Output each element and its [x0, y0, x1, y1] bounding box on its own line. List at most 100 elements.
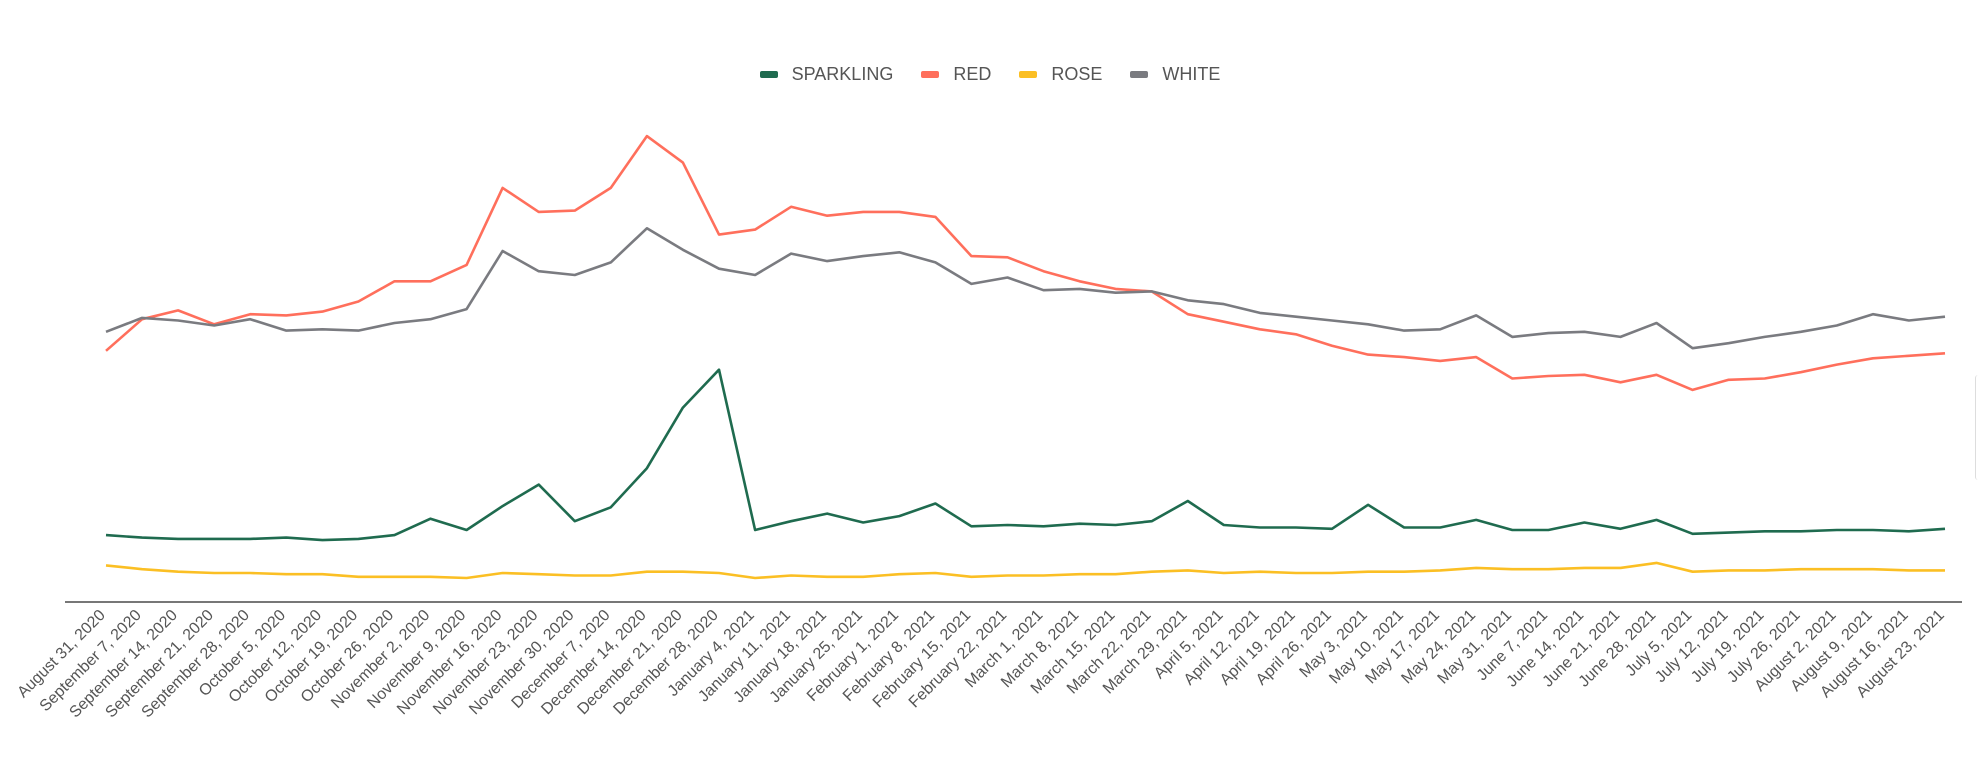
- data-point-sparkling[interactable]: [1654, 517, 1660, 523]
- data-point-sparkling[interactable]: [824, 511, 830, 517]
- scroll-edge[interactable]: [1975, 375, 1980, 480]
- data-point-white[interactable]: [968, 281, 974, 287]
- data-point-white[interactable]: [680, 247, 686, 253]
- data-point-red[interactable]: [1257, 326, 1263, 332]
- data-point-rose[interactable]: [1113, 571, 1119, 577]
- data-point-red[interactable]: [464, 262, 470, 268]
- data-point-sparkling[interactable]: [572, 518, 578, 524]
- data-point-rose[interactable]: [1004, 572, 1010, 578]
- data-point-sparkling[interactable]: [536, 482, 542, 488]
- data-point-white[interactable]: [824, 258, 830, 264]
- data-point-rose[interactable]: [1762, 567, 1768, 573]
- data-point-red[interactable]: [355, 299, 361, 305]
- data-point-white[interactable]: [355, 328, 361, 334]
- data-point-sparkling[interactable]: [1762, 528, 1768, 534]
- data-point-rose[interactable]: [1365, 569, 1371, 575]
- data-point-red[interactable]: [319, 309, 325, 315]
- data-point-rose[interactable]: [1149, 569, 1155, 575]
- data-point-sparkling[interactable]: [1257, 525, 1263, 531]
- data-point-rose[interactable]: [103, 562, 109, 568]
- data-point-red[interactable]: [1004, 254, 1010, 260]
- data-point-white[interactable]: [1473, 312, 1479, 318]
- data-point-rose[interactable]: [1509, 566, 1515, 572]
- data-point-red[interactable]: [1690, 387, 1696, 393]
- data-point-white[interactable]: [1762, 334, 1768, 340]
- data-point-white[interactable]: [608, 259, 614, 265]
- data-point-red[interactable]: [1654, 372, 1660, 378]
- data-point-red[interactable]: [536, 209, 542, 215]
- data-point-sparkling[interactable]: [860, 519, 866, 525]
- data-point-rose[interactable]: [1329, 570, 1335, 576]
- data-point-rose[interactable]: [1401, 569, 1407, 575]
- data-point-rose[interactable]: [788, 572, 794, 578]
- data-point-rose[interactable]: [860, 574, 866, 580]
- data-point-rose[interactable]: [716, 570, 722, 576]
- data-point-sparkling[interactable]: [1077, 521, 1083, 527]
- data-point-white[interactable]: [247, 316, 253, 322]
- legend-item-rose[interactable]: ROSE: [1019, 64, 1102, 85]
- data-point-rose[interactable]: [968, 574, 974, 580]
- data-point-white[interactable]: [572, 272, 578, 278]
- data-point-sparkling[interactable]: [500, 503, 506, 509]
- data-point-rose[interactable]: [319, 571, 325, 577]
- data-point-red[interactable]: [500, 185, 506, 191]
- data-point-sparkling[interactable]: [211, 536, 217, 542]
- data-point-white[interactable]: [1834, 323, 1840, 329]
- data-point-sparkling[interactable]: [1221, 522, 1227, 528]
- data-point-rose[interactable]: [932, 570, 938, 576]
- data-point-red[interactable]: [1834, 362, 1840, 368]
- data-point-red[interactable]: [1509, 376, 1515, 382]
- data-point-rose[interactable]: [1690, 569, 1696, 575]
- data-point-white[interactable]: [1617, 334, 1623, 340]
- data-point-red[interactable]: [1401, 354, 1407, 360]
- data-point-red[interactable]: [788, 204, 794, 210]
- data-point-red[interactable]: [175, 307, 181, 313]
- data-point-sparkling[interactable]: [1329, 526, 1335, 532]
- data-point-rose[interactable]: [428, 574, 434, 580]
- data-point-red[interactable]: [1762, 376, 1768, 382]
- data-point-rose[interactable]: [1185, 567, 1191, 573]
- data-point-sparkling[interactable]: [1041, 523, 1047, 529]
- data-point-sparkling[interactable]: [1185, 498, 1191, 504]
- data-point-white[interactable]: [1113, 290, 1119, 296]
- data-point-white[interactable]: [1942, 314, 1948, 320]
- data-point-white[interactable]: [464, 306, 470, 312]
- data-point-rose[interactable]: [139, 566, 145, 572]
- data-point-red[interactable]: [716, 232, 722, 238]
- data-point-sparkling[interactable]: [175, 536, 181, 542]
- data-point-red[interactable]: [1617, 379, 1623, 385]
- data-point-red[interactable]: [1581, 372, 1587, 378]
- data-point-red[interactable]: [824, 213, 830, 219]
- data-point-red[interactable]: [1545, 373, 1551, 379]
- data-point-white[interactable]: [896, 249, 902, 255]
- data-point-sparkling[interactable]: [1509, 527, 1515, 533]
- data-point-white[interactable]: [1690, 345, 1696, 351]
- legend-item-sparkling[interactable]: SPARKLING: [759, 64, 893, 85]
- data-point-sparkling[interactable]: [1293, 525, 1299, 531]
- data-point-sparkling[interactable]: [428, 516, 434, 522]
- data-point-sparkling[interactable]: [319, 537, 325, 543]
- data-point-white[interactable]: [1329, 317, 1335, 323]
- data-point-white[interactable]: [932, 259, 938, 265]
- data-point-white[interactable]: [752, 272, 758, 278]
- data-point-red[interactable]: [1473, 354, 1479, 360]
- data-point-white[interactable]: [1581, 329, 1587, 335]
- data-point-sparkling[interactable]: [1437, 525, 1443, 531]
- data-point-sparkling[interactable]: [1906, 528, 1912, 534]
- data-point-white[interactable]: [391, 320, 397, 326]
- data-point-red[interactable]: [1221, 319, 1227, 325]
- data-point-rose[interactable]: [1293, 570, 1299, 576]
- data-point-white[interactable]: [1798, 329, 1804, 335]
- data-point-white[interactable]: [644, 225, 650, 231]
- data-point-red[interactable]: [1906, 353, 1912, 359]
- data-point-red[interactable]: [1293, 331, 1299, 337]
- data-point-red[interactable]: [680, 160, 686, 166]
- data-point-rose[interactable]: [247, 570, 253, 576]
- data-point-rose[interactable]: [1617, 565, 1623, 571]
- data-point-red[interactable]: [932, 214, 938, 220]
- data-point-white[interactable]: [716, 266, 722, 272]
- data-point-rose[interactable]: [896, 571, 902, 577]
- data-point-rose[interactable]: [608, 572, 614, 578]
- data-point-sparkling[interactable]: [1617, 526, 1623, 532]
- data-point-white[interactable]: [1077, 286, 1083, 292]
